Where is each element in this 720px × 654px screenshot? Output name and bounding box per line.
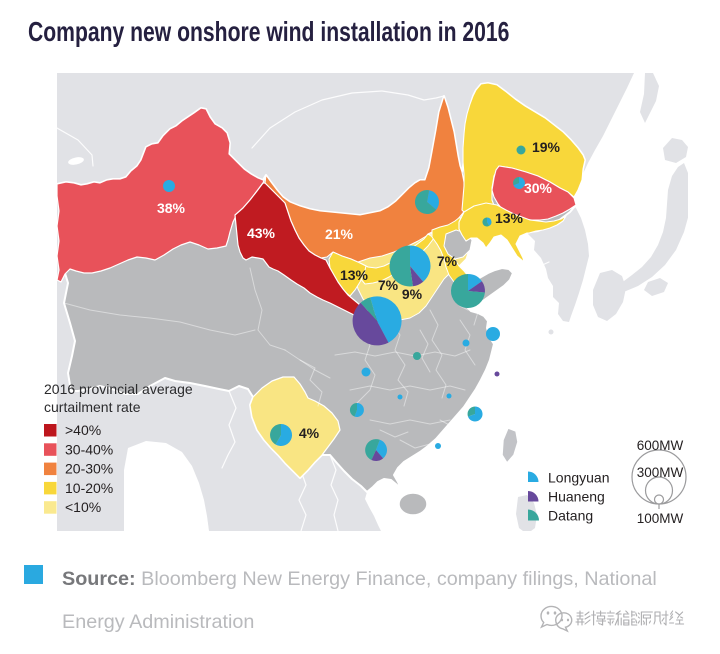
svg-text:600MW: 600MW xyxy=(637,438,684,453)
svg-text:19%: 19% xyxy=(532,139,561,155)
svg-text:Huaneng: Huaneng xyxy=(548,489,605,505)
svg-text:>40%: >40% xyxy=(65,422,101,438)
svg-text:Datang: Datang xyxy=(548,508,593,524)
svg-text:<10%: <10% xyxy=(65,499,101,515)
svg-text:100MW: 100MW xyxy=(637,511,684,526)
svg-text:7%: 7% xyxy=(378,277,399,293)
svg-text:13%: 13% xyxy=(495,210,524,226)
svg-text:13%: 13% xyxy=(340,267,369,283)
svg-text:21%: 21% xyxy=(325,226,354,242)
svg-text:30-40%: 30-40% xyxy=(65,441,113,457)
svg-text:30%: 30% xyxy=(524,180,553,196)
svg-text:43%: 43% xyxy=(247,225,276,241)
svg-text:2016 provincial average: 2016 provincial average xyxy=(44,381,193,397)
svg-text:10-20%: 10-20% xyxy=(65,480,113,496)
svg-text:Energy Administration: Energy Administration xyxy=(62,611,254,633)
svg-text:curtailment rate: curtailment rate xyxy=(44,399,141,415)
svg-text:4%: 4% xyxy=(299,425,320,441)
svg-text:Company new onshore wind insta: Company new onshore wind installation in… xyxy=(28,17,509,47)
svg-text:Longyuan: Longyuan xyxy=(548,470,610,486)
svg-text:38%: 38% xyxy=(157,200,186,216)
svg-text:20-30%: 20-30% xyxy=(65,461,113,477)
svg-text:Source: Bloomberg New Energy F: Source: Bloomberg New Energy Finance, co… xyxy=(62,568,657,590)
svg-text:9%: 9% xyxy=(402,286,423,302)
svg-text:300MW: 300MW xyxy=(637,465,684,480)
svg-text:7%: 7% xyxy=(437,253,458,269)
